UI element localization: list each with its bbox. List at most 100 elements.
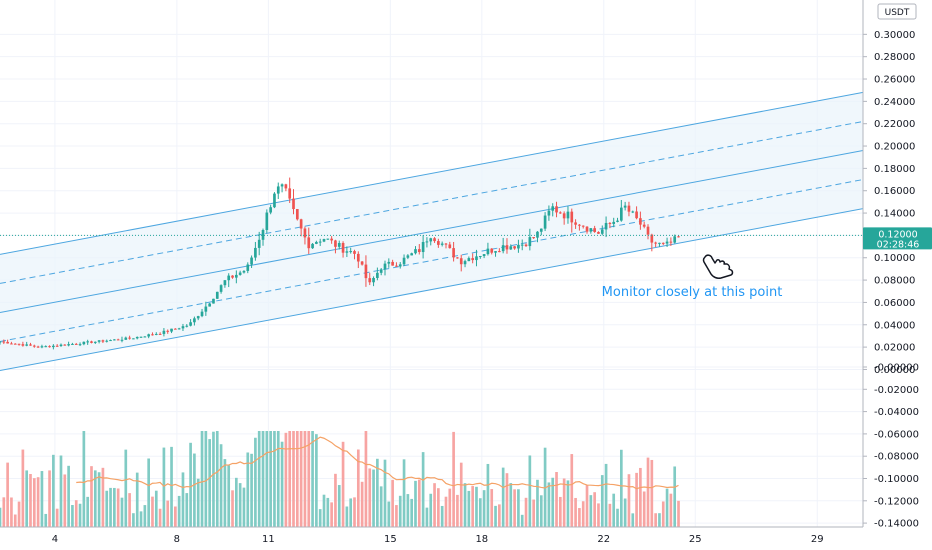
candle-body [494, 251, 497, 253]
volume-bar [627, 474, 631, 527]
candle-body [295, 209, 299, 220]
y-tick-label: 0.20000 [874, 142, 915, 153]
volume-bar [673, 466, 677, 527]
candle-body [376, 272, 379, 278]
volume-bar [299, 431, 303, 527]
volume-bar [139, 511, 143, 527]
candle-body [280, 184, 284, 187]
candle-body [116, 339, 120, 341]
volume-bar [193, 453, 196, 527]
candle-body [204, 306, 208, 312]
volume-bar [276, 431, 280, 527]
volume-bar [417, 479, 421, 527]
candle-body [414, 249, 417, 254]
candle-body [322, 239, 326, 242]
volume-bar [254, 437, 257, 527]
y-tick-label: 0.28000 [874, 52, 915, 63]
volume-bar [646, 457, 650, 527]
candle-body [234, 274, 238, 278]
candle-body [25, 344, 29, 346]
volume-bar [524, 497, 528, 527]
volume-bar [292, 431, 295, 527]
candlesticks [0, 177, 680, 350]
candle-body [574, 222, 577, 225]
last-price-label: 0.12000 02:28:46 [863, 227, 932, 250]
candle-body [250, 257, 253, 265]
candle-body [265, 212, 269, 230]
candle-body [71, 343, 74, 345]
candle-body [677, 236, 680, 238]
candle-body [196, 316, 200, 319]
volume-bar [132, 513, 135, 527]
channel-pattern[interactable] [0, 91, 864, 372]
volume-bar [181, 472, 185, 527]
volume-bar [559, 496, 562, 527]
annotation-text: Monitor closely at this point [602, 285, 783, 300]
volume-bar [326, 497, 330, 527]
volume-bar [456, 494, 459, 527]
candle-body [67, 344, 70, 346]
x-tick-label: 18 [475, 534, 488, 545]
volume-bar [158, 508, 162, 527]
candle-body [421, 242, 425, 253]
volume-bar [429, 493, 433, 527]
candle-body [448, 244, 452, 249]
price-axis[interactable]: 0.30000 0.28000 0.26000 0.24000 0.22000 0.200… [862, 0, 932, 550]
volume-bar [10, 497, 13, 527]
volume-bar [433, 483, 436, 527]
candle-body [429, 238, 433, 242]
volume-bar [437, 488, 440, 527]
candle-body [170, 328, 173, 332]
volume-bar [669, 493, 673, 527]
candle-body [669, 241, 673, 243]
volume-bar [379, 486, 383, 527]
candle-body [444, 243, 448, 245]
volume-bar [345, 506, 349, 527]
candle-body [673, 236, 677, 243]
volume-bar [63, 474, 67, 527]
candle-body [478, 256, 482, 258]
candle-body [326, 238, 330, 240]
candle-body [151, 334, 154, 336]
volume-bar [368, 468, 372, 527]
candle-body [59, 344, 63, 346]
volume-bar [520, 514, 524, 527]
volume-bar [109, 487, 112, 527]
volume-bar [597, 503, 600, 527]
y-tick-label: -0.14000 [874, 519, 919, 530]
volume-bar [639, 467, 642, 527]
candle-body [437, 241, 440, 245]
volume-bar [71, 505, 74, 527]
candle-body [32, 345, 36, 347]
candle-body [646, 226, 650, 235]
candle-body [604, 222, 608, 230]
volume-bar [246, 452, 250, 527]
candle-body [10, 343, 13, 345]
time-axis[interactable]: 4 8 11 15 18 22 25 29 [0, 526, 863, 545]
candle-body [459, 258, 463, 265]
candle-countdown: 02:28:46 [877, 239, 920, 250]
volume-bar [135, 472, 139, 527]
volume-bar [154, 490, 158, 527]
candle-body [501, 245, 505, 252]
currency-badge[interactable]: USDT [877, 3, 917, 20]
candle-body [585, 226, 589, 232]
volume-bar [223, 459, 227, 527]
candle-body [6, 341, 9, 344]
volume-bar [273, 431, 276, 527]
y-tick-label: 0.10000 [874, 253, 915, 264]
volume-bar [509, 483, 513, 527]
candle-body [406, 255, 410, 258]
y-tick-label: -0.04000 [874, 407, 919, 418]
volume-bar [616, 508, 619, 527]
candle-body [532, 237, 535, 239]
volume-bar [677, 500, 680, 527]
y-tick-label: 0.00000 [874, 365, 915, 376]
volume-bar [619, 449, 623, 527]
volume-bar [21, 449, 25, 527]
volume-bar [67, 465, 70, 527]
candle-body [63, 344, 67, 346]
price-axis-ticks: 0.30000 0.28000 0.26000 0.24000 0.22000 0.200… [863, 30, 919, 530]
volume-bar [604, 463, 608, 527]
